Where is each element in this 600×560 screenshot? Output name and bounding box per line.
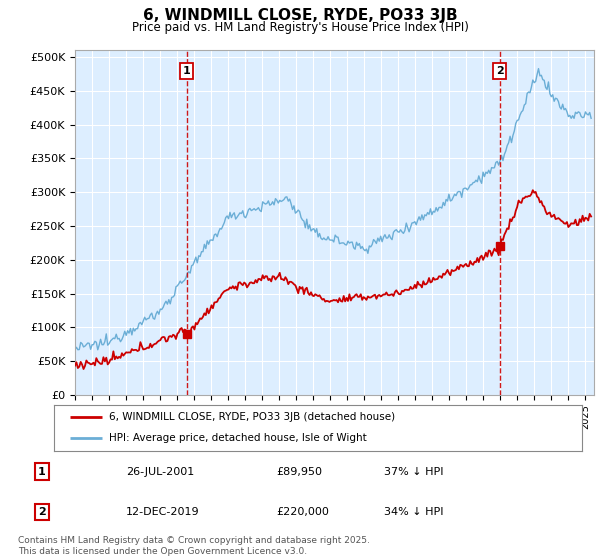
Text: 6, WINDMILL CLOSE, RYDE, PO33 3JB (detached house): 6, WINDMILL CLOSE, RYDE, PO33 3JB (detac… <box>109 412 395 422</box>
Text: HPI: Average price, detached house, Isle of Wight: HPI: Average price, detached house, Isle… <box>109 433 367 444</box>
Text: £220,000: £220,000 <box>276 507 329 517</box>
Text: 6, WINDMILL CLOSE, RYDE, PO33 3JB: 6, WINDMILL CLOSE, RYDE, PO33 3JB <box>143 8 457 24</box>
Text: Contains HM Land Registry data © Crown copyright and database right 2025.
This d: Contains HM Land Registry data © Crown c… <box>18 536 370 556</box>
Text: £89,950: £89,950 <box>276 466 322 477</box>
Text: 37% ↓ HPI: 37% ↓ HPI <box>384 466 443 477</box>
Text: 12-DEC-2019: 12-DEC-2019 <box>126 507 200 517</box>
Text: Price paid vs. HM Land Registry's House Price Index (HPI): Price paid vs. HM Land Registry's House … <box>131 21 469 34</box>
Text: 2: 2 <box>38 507 46 517</box>
Text: 1: 1 <box>38 466 46 477</box>
Text: 26-JUL-2001: 26-JUL-2001 <box>126 466 194 477</box>
Text: 2: 2 <box>496 66 503 76</box>
Text: 1: 1 <box>183 66 191 76</box>
Text: 34% ↓ HPI: 34% ↓ HPI <box>384 507 443 517</box>
